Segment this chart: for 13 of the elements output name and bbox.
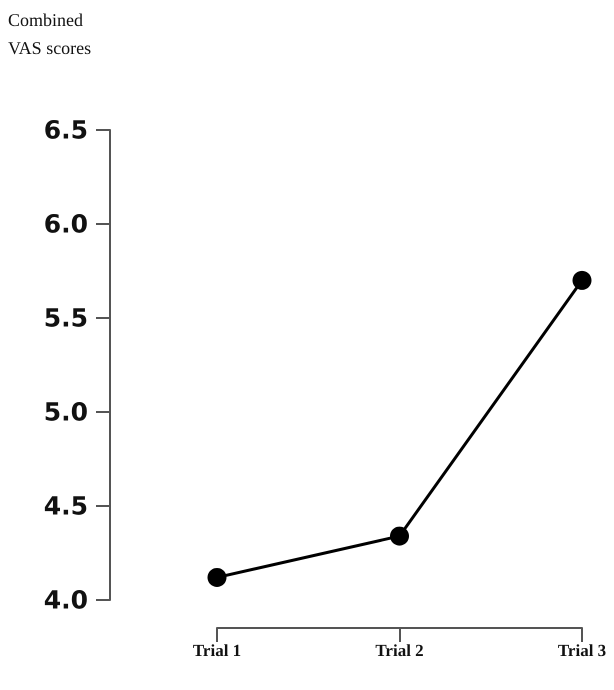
point xyxy=(572,270,592,290)
x-tick-label: Trial 2 xyxy=(375,641,424,660)
y-tick-label: 6.5 xyxy=(44,116,88,144)
y-tick-label: 5.0 xyxy=(44,398,88,426)
x-tick-label: Trial 3 xyxy=(558,641,606,660)
y-tick-label: 5.5 xyxy=(44,304,88,332)
y-tick-label: 4.5 xyxy=(44,492,88,520)
x-tick-label: Trial 1 xyxy=(192,641,242,660)
point xyxy=(390,526,409,546)
y-axis-title: Combined VAS scores xyxy=(8,10,92,58)
y-tick-label: 6.0 xyxy=(44,210,88,238)
point xyxy=(208,568,226,587)
y-tick-label: 4.0 xyxy=(44,586,88,614)
